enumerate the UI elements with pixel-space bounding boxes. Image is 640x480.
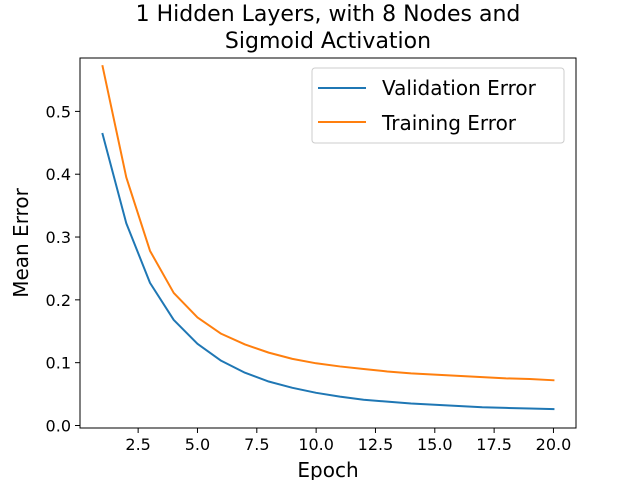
y-tick-label: 0.0	[46, 416, 71, 435]
x-tick-label: 12.5	[358, 435, 394, 454]
y-tick-label: 0.3	[46, 228, 71, 247]
plot-area: 2.5 5.0 7.5 10.0 12.5 15.0 17.5 20.0 0.00.10.20…	[46, 57, 577, 454]
y-axis-ticks: 0.0 0.1 0.2 0.3 0.4 0.5	[46, 102, 80, 435]
y-tick-label: 0.1	[46, 354, 71, 373]
plot-frame	[79, 57, 577, 429]
legend: Validation Error Training Error	[311, 67, 565, 144]
legend-label-validation: Validation Error	[382, 76, 537, 100]
x-tick-label: 17.5	[476, 435, 512, 454]
legend-box	[311, 67, 565, 144]
x-tick-label: 2.5	[125, 435, 150, 454]
series-line-1	[101, 64, 555, 382]
x-axis-ticks: 2.5 5.0 7.5 10.0 12.5 15.0 17.5 20.0	[125, 428, 571, 454]
x-tick-label: 5.0	[185, 435, 210, 454]
y-tick-label: 0.5	[46, 102, 71, 121]
chart-title-line-1: 1 Hidden Layers, with 8 Nodes and	[136, 2, 521, 27]
x-tick-label: 20.0	[536, 435, 572, 454]
y-axis-label: Mean Error	[9, 187, 33, 297]
chart-title-line-2: Sigmoid Activation	[225, 29, 431, 54]
x-tick-label: 10.0	[298, 435, 334, 454]
x-tick-label: 7.5	[244, 435, 269, 454]
y-tick-label: 0.2	[46, 291, 71, 310]
series-layer	[101, 64, 555, 411]
y-tick-label: 0.4	[46, 165, 71, 184]
x-axis-label: Epoch	[297, 458, 358, 480]
x-tick-label: 15.0	[417, 435, 453, 454]
legend-label-training: Training Error	[381, 111, 517, 135]
series-line-0	[101, 132, 555, 411]
